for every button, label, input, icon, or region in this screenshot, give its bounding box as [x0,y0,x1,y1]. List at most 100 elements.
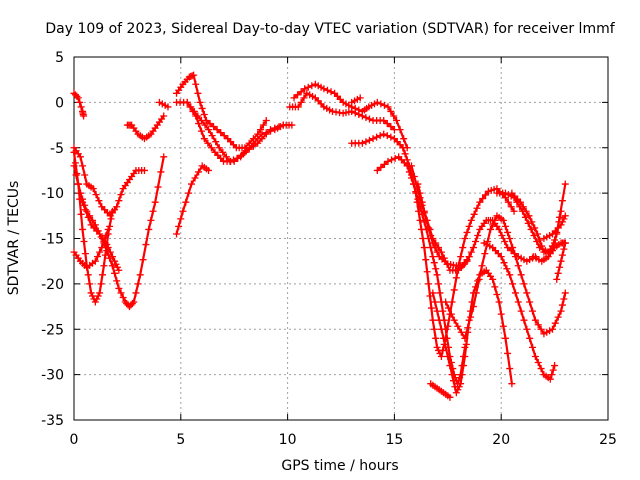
series-trace [444,214,567,340]
data-point [179,207,187,215]
data-point [205,166,213,174]
data-point [70,162,78,170]
data-point [461,334,469,342]
data-point [446,393,454,401]
data-point [465,253,473,261]
data-point [186,103,194,111]
data-point [89,185,97,193]
data-point [511,253,519,261]
data-point [514,298,522,306]
data-point [72,171,80,179]
data-point [553,275,561,283]
data-point [457,253,465,261]
series-sat-i [173,162,213,238]
data-point [429,235,437,242]
data-point [455,383,463,391]
data-point [561,212,569,220]
data-point [554,269,562,277]
data-point [463,257,471,265]
data-point [520,316,528,324]
data-point [556,263,564,271]
data-point [399,144,407,152]
data-point [204,139,212,147]
data-point [489,275,497,283]
data-point [506,271,514,279]
data-point [560,245,568,253]
data-point [380,117,388,125]
data-point [365,136,373,144]
data-point [548,371,556,379]
data-point [76,153,84,161]
data-point [561,180,569,188]
data-point [362,114,370,121]
data-point [530,231,538,239]
data-point [501,334,509,342]
data-point [383,132,391,140]
data-point [356,94,364,102]
data-point [79,225,87,233]
data-point [514,262,522,270]
data-point [197,127,205,135]
data-point [417,225,425,233]
data-point [561,239,569,247]
data-point [470,210,478,218]
data-point [388,156,396,164]
series-sat-o [348,94,364,106]
data-point [134,280,142,288]
series-sat-w [427,380,454,401]
series-trace [350,96,362,104]
data-point [192,80,200,88]
data-point [80,238,88,246]
data-point [95,197,103,205]
data-point [440,254,448,262]
data-point [384,157,392,165]
x-tick-label: 15 [385,432,403,448]
data-point [189,107,197,115]
data-point [108,207,116,215]
data-point [308,82,316,90]
data-point [407,162,415,170]
data-point [369,135,377,143]
data-point [431,298,439,306]
data-point [459,362,467,370]
data-point [499,216,507,224]
data-point [71,159,79,167]
data-point [422,256,430,264]
data-point [96,248,104,256]
data-point [86,280,94,288]
data-point [151,198,159,206]
data-point [198,104,206,112]
series-sat-y [480,239,559,383]
data-point [96,230,104,238]
data-point [355,110,363,118]
data-point [160,112,168,120]
series-trace [72,155,165,308]
data-point [531,224,539,232]
data-point [106,248,114,256]
data-point [262,117,270,125]
data-point [437,248,445,256]
data-point [432,265,440,273]
data-point [275,123,283,131]
data-point [222,153,230,161]
y-tick-label: -35 [41,413,64,429]
data-point [558,251,566,259]
series-sat-p [348,130,407,152]
data-point [100,262,108,270]
data-point [435,316,443,324]
data-point [201,121,209,129]
data-point [452,274,460,282]
data-point [401,150,409,158]
data-point [300,94,308,102]
data-point [457,328,465,336]
data-point [523,289,531,297]
grid-layer [74,57,608,420]
data-point [387,133,395,141]
data-point [365,115,373,123]
data-point [506,365,514,373]
data-point [520,280,528,288]
data-point [74,94,82,102]
data-point [506,235,514,242]
series-sat-n [286,89,398,134]
data-point [531,316,539,324]
